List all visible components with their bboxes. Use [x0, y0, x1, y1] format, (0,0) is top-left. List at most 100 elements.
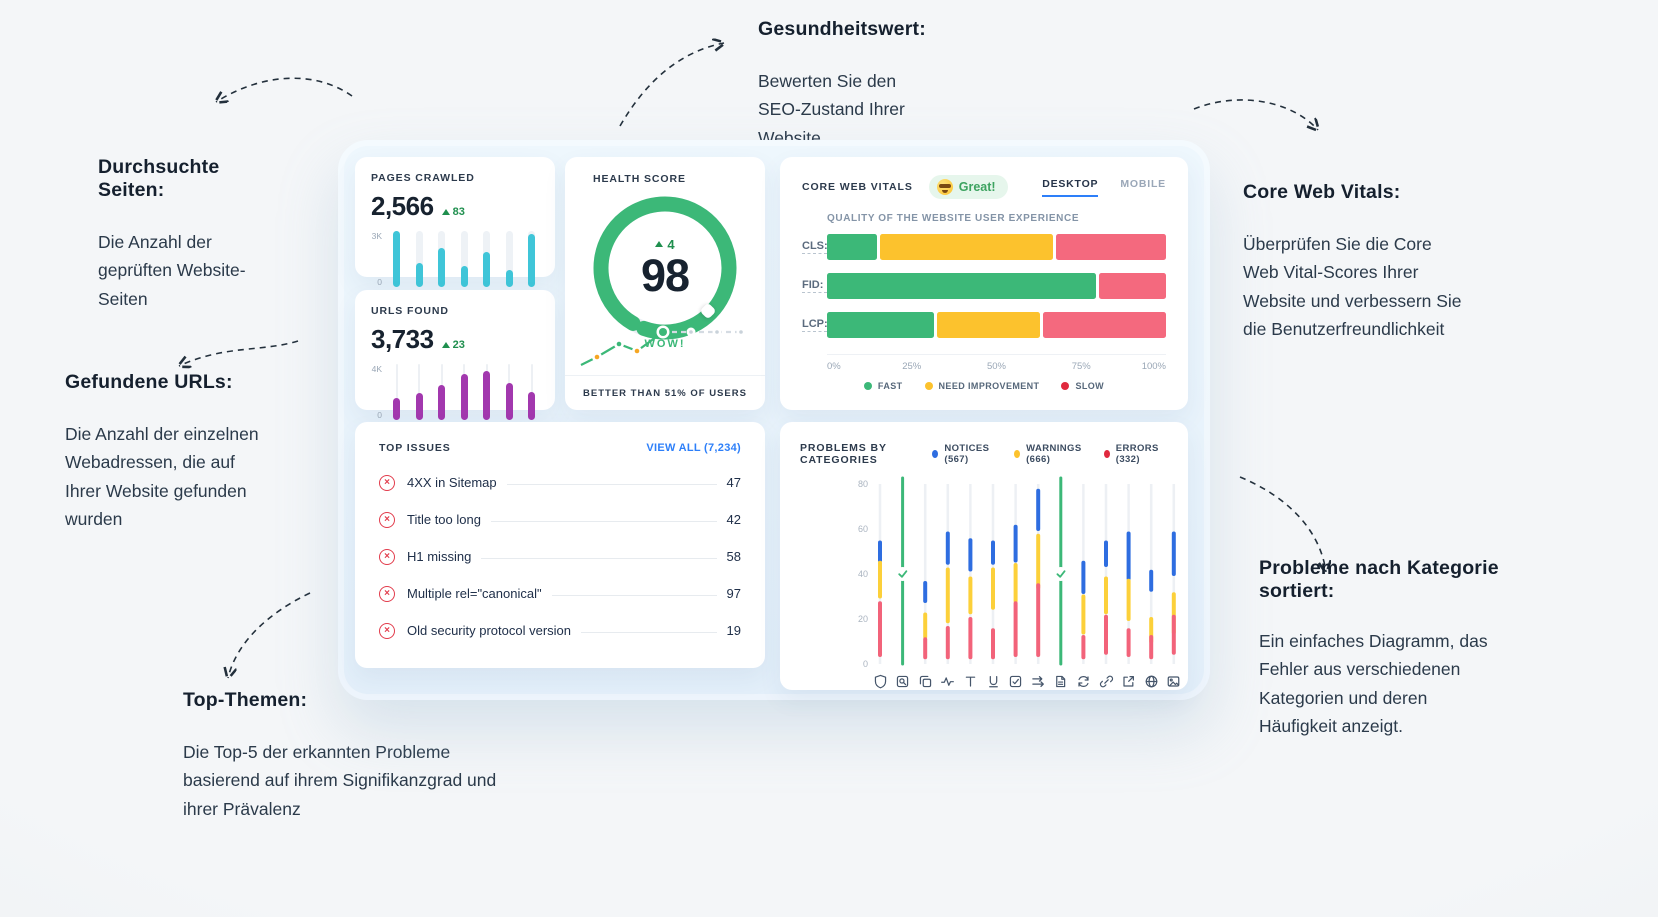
- axis-tick-label: 50%: [986, 361, 1007, 372]
- mini-bar: [393, 231, 400, 287]
- cwv-row-cls: CLS:: [802, 234, 1166, 260]
- core-web-vitals-card: CORE WEB VITALS Great! DESKTOP MOBILE QU…: [780, 157, 1188, 410]
- problems-category-icons: [780, 674, 1188, 694]
- tab-desktop[interactable]: DESKTOP: [1042, 178, 1099, 197]
- issue-label: Multiple rel="canonical": [407, 586, 542, 601]
- health-score-footer: BETTER THAN 51% OF USERS: [565, 375, 765, 410]
- legend-label: FAST: [877, 381, 903, 391]
- urls-note-title: Gefundene URLs:: [65, 371, 233, 393]
- mini-bar: [460, 231, 468, 287]
- bar-fill: [505, 270, 513, 287]
- category-icon-image[interactable]: [1166, 674, 1181, 689]
- pages-note-title: Durchsuchte Seiten:: [98, 156, 220, 201]
- cwv-row-fid: FID:: [802, 273, 1166, 299]
- pages-crawled-value: 2,566: [371, 191, 434, 221]
- category-icon-shield[interactable]: [873, 674, 888, 689]
- issue-row[interactable]: × Title too long 42: [379, 501, 741, 538]
- axis-tick-label: 25%: [902, 361, 922, 372]
- problems-y-tick: 80: [858, 479, 868, 489]
- top-issues-note-title: Top-Themen:: [183, 689, 308, 711]
- pages-note-body: Die Anzahl der geprüften Website-Seiten: [98, 232, 246, 309]
- bar-fill: [483, 370, 490, 420]
- bar-track: [505, 231, 513, 287]
- legend-label: SLOW: [1075, 381, 1105, 391]
- issue-count: 42: [726, 512, 741, 527]
- category-icon-checkbox[interactable]: [1008, 674, 1023, 689]
- issue-row[interactable]: × H1 missing 58: [379, 538, 741, 575]
- dashed-arrow-pages: [216, 77, 353, 102]
- pages-note: Durchsuchte Seiten: Die Anzahl der geprü…: [98, 156, 270, 313]
- check-icon: [898, 570, 908, 578]
- tab-mobile[interactable]: MOBILE: [1120, 177, 1166, 190]
- issue-count: 58: [726, 549, 741, 564]
- smiley-glasses-icon: [936, 179, 953, 195]
- issue-row[interactable]: × Multiple rel="canonical" 97: [379, 575, 741, 612]
- issue-row[interactable]: × 4XX in Sitemap 47: [379, 464, 741, 501]
- mini-bar: [393, 364, 400, 420]
- mini-bar: [415, 364, 423, 420]
- pages-crawled-chart: 3K 0: [371, 231, 539, 287]
- mini-bar: [528, 231, 535, 287]
- mini-bar: [415, 231, 423, 287]
- legend-dot: [1061, 382, 1070, 390]
- category-icon-page-search[interactable]: [895, 674, 910, 689]
- issue-label: Old security protocol version: [407, 623, 572, 638]
- axis-tick-label: 75%: [1071, 361, 1091, 372]
- bar-fill: [528, 233, 535, 287]
- y-axis-min: 0: [377, 277, 382, 287]
- legend-item: FAST: [863, 381, 903, 391]
- bar-fill: [505, 383, 513, 420]
- issue-leader-line: [581, 632, 717, 633]
- legend-dot: [1014, 450, 1021, 458]
- bar-track: [415, 231, 423, 287]
- health-score-mood: WOW!: [644, 338, 686, 350]
- cwv-segment-amber: [879, 234, 1054, 260]
- cwv-row-lcp: LCP:: [802, 312, 1167, 338]
- category-icon-file[interactable]: [1053, 674, 1068, 689]
- legend-item: NEED IMPROVEMENT: [924, 381, 1040, 391]
- top-issues-note-body: Die Top-5 der erkannten Probleme basiere…: [183, 742, 497, 819]
- category-icon-underline[interactable]: [986, 674, 1001, 689]
- issue-leader-line: [490, 521, 717, 522]
- top-issues-note: Top-Themen: Die Top-5 der erkannten Prob…: [183, 689, 521, 823]
- bar-track: [460, 231, 468, 287]
- legend-label: WARNINGS (666): [1026, 443, 1082, 465]
- category-icon-link[interactable]: [1099, 674, 1114, 689]
- category-icon-title-text[interactable]: [963, 674, 978, 689]
- problems-chart: 80 60 40 20 0: [858, 476, 1176, 669]
- health-trend-sparkline: [580, 325, 746, 366]
- cwv-legend: FAST NEED IMPROVEMENT SLOW: [802, 381, 1166, 391]
- mini-bar: [483, 231, 490, 287]
- view-all-link[interactable]: VIEW ALL (7,234): [646, 442, 741, 454]
- issue-leader-line: [481, 558, 717, 559]
- issue-count: 19: [726, 623, 741, 638]
- cwv-segment-amber: [936, 312, 1040, 338]
- category-icon-activity[interactable]: [940, 674, 955, 689]
- mini-bar: [438, 231, 445, 287]
- category-icon-external-link[interactable]: [1121, 674, 1136, 689]
- triangle-up-icon: [655, 241, 664, 248]
- cwv-segment-green: [827, 273, 1096, 299]
- issue-leader-line: [506, 484, 717, 485]
- legend-dot: [924, 382, 933, 390]
- health-score-value: 98: [640, 249, 690, 301]
- mini-bar: [505, 364, 513, 420]
- cwv-segment-green: [827, 312, 934, 338]
- problems-note: Probleme nach Kategorie sortiert: Ein ei…: [1259, 557, 1499, 740]
- bar-track: [395, 364, 398, 420]
- issue-row[interactable]: × Old security protocol version 19: [379, 612, 741, 649]
- bar-fill: [393, 231, 400, 287]
- category-icon-loop[interactable]: [1076, 674, 1091, 689]
- category-icon-copy[interactable]: [918, 674, 933, 689]
- mini-bar: [528, 364, 535, 420]
- bar-fill: [483, 252, 490, 287]
- cwv-segment-salmon: [1056, 234, 1166, 260]
- problems-y-tick: 60: [858, 524, 868, 534]
- category-icon-globe[interactable]: [1144, 674, 1159, 689]
- cwv-note-title: Core Web Vitals:: [1243, 181, 1401, 203]
- cwv-segment-salmon: [1098, 273, 1166, 299]
- cwv-axis: 0% 25% 50% 75% 100%: [827, 354, 1166, 377]
- category-icon-redirect-arrows[interactable]: [1031, 674, 1046, 689]
- top-issues-card: TOP ISSUES VIEW ALL (7,234) × 4XX in Site…: [355, 422, 765, 668]
